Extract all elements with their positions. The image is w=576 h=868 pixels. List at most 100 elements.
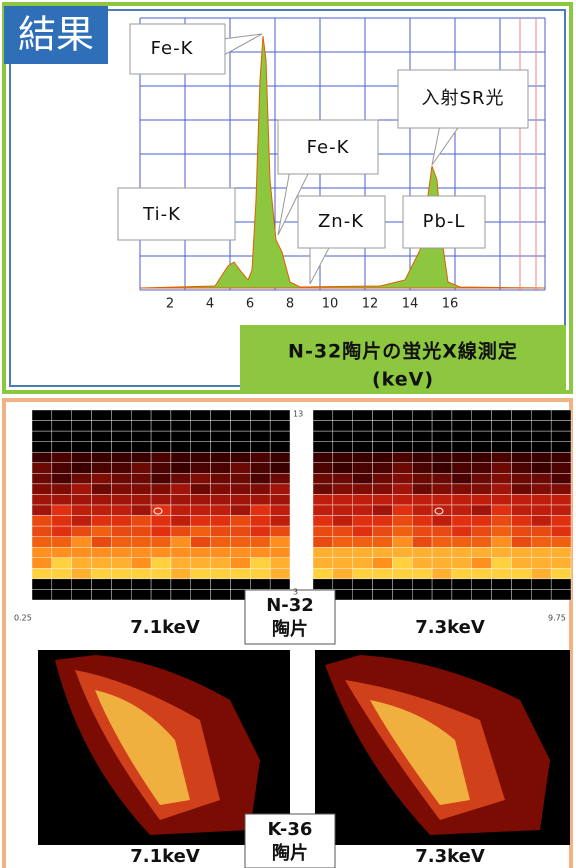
map-pixel bbox=[92, 537, 112, 548]
map-pixel bbox=[531, 463, 551, 474]
map-pixel bbox=[452, 505, 472, 516]
map-pixel bbox=[333, 579, 353, 590]
map-pixel bbox=[191, 410, 211, 421]
map-pixel bbox=[52, 589, 72, 600]
map-pixel bbox=[412, 452, 432, 463]
map-pixel bbox=[151, 568, 171, 579]
map-pixel bbox=[131, 516, 151, 527]
map-pixel bbox=[72, 547, 92, 558]
map-pixel bbox=[492, 421, 512, 432]
map-pixel bbox=[250, 526, 270, 537]
map-pixel bbox=[472, 452, 492, 463]
map-pixel bbox=[211, 463, 231, 474]
map-pixel bbox=[211, 505, 231, 516]
map-pixel bbox=[72, 505, 92, 516]
map-pixel bbox=[151, 526, 171, 537]
map-pixel bbox=[472, 558, 492, 569]
map-pixel bbox=[270, 537, 290, 548]
map-pixel bbox=[452, 589, 472, 600]
map-pixel bbox=[531, 568, 551, 579]
map-pixel bbox=[452, 410, 472, 421]
map-pixel bbox=[412, 463, 432, 474]
map-pixel bbox=[52, 410, 72, 421]
map-pixel bbox=[151, 589, 171, 600]
map-pixel bbox=[211, 442, 231, 453]
map-pixel bbox=[270, 473, 290, 484]
map-pixel bbox=[230, 410, 250, 421]
map-pixel bbox=[151, 421, 171, 432]
map-pixel bbox=[313, 526, 333, 537]
map-pixel bbox=[511, 537, 531, 548]
map-pixel bbox=[211, 547, 231, 558]
map-pixel bbox=[313, 537, 333, 548]
map-pixel bbox=[111, 410, 131, 421]
map-pixel bbox=[412, 505, 432, 516]
map-pixel bbox=[333, 410, 353, 421]
map-pixel bbox=[32, 421, 52, 432]
caption: (keV) bbox=[372, 369, 434, 391]
map-pixel bbox=[72, 526, 92, 537]
map-pixel bbox=[270, 579, 290, 590]
map-pixel bbox=[353, 421, 373, 432]
map-pixel bbox=[72, 452, 92, 463]
map-pixel bbox=[151, 547, 171, 558]
map-pixel bbox=[452, 421, 472, 432]
map-pixel bbox=[373, 547, 393, 558]
map-pixel bbox=[551, 579, 571, 590]
map-pixel bbox=[191, 463, 211, 474]
map-pixel bbox=[472, 537, 492, 548]
axis-label: 3 bbox=[293, 588, 298, 597]
map-pixel bbox=[230, 442, 250, 453]
map-pixel bbox=[250, 463, 270, 474]
map-pixel bbox=[492, 494, 512, 505]
map-pixel bbox=[313, 421, 333, 432]
map-pixel bbox=[353, 568, 373, 579]
map-pixel bbox=[171, 442, 191, 453]
map-pixel bbox=[32, 547, 52, 558]
map-pixel bbox=[432, 410, 452, 421]
map-pixel bbox=[412, 568, 432, 579]
map-pixel bbox=[412, 494, 432, 505]
map-pixel bbox=[392, 537, 412, 548]
map-pixel bbox=[511, 589, 531, 600]
map-pixel bbox=[531, 452, 551, 463]
map-pixel bbox=[511, 484, 531, 495]
map-pixel bbox=[270, 526, 290, 537]
map-pixel bbox=[52, 494, 72, 505]
map-pixel bbox=[432, 463, 452, 474]
map-pixel bbox=[131, 558, 151, 569]
map-pixel bbox=[492, 431, 512, 442]
map-pixel bbox=[472, 421, 492, 432]
map-pixel bbox=[111, 473, 131, 484]
map-pixel bbox=[72, 494, 92, 505]
map-pixel bbox=[92, 452, 112, 463]
map-pixel bbox=[131, 568, 151, 579]
map-pixel bbox=[392, 473, 412, 484]
map-pixel bbox=[32, 410, 52, 421]
x-tick-label: 12 bbox=[362, 297, 379, 312]
map-pixel bbox=[511, 421, 531, 432]
map-pixel bbox=[32, 452, 52, 463]
map-pixel bbox=[191, 452, 211, 463]
map-pixel bbox=[511, 526, 531, 537]
map-pixel bbox=[432, 547, 452, 558]
map-pixel bbox=[171, 494, 191, 505]
caption: N-32陶片の蛍光X線測定 bbox=[288, 340, 518, 363]
map-pixel bbox=[191, 484, 211, 495]
map-pixel bbox=[270, 452, 290, 463]
map-pixel bbox=[250, 452, 270, 463]
x-tick-label: 8 bbox=[286, 297, 294, 312]
map-pixel bbox=[452, 558, 472, 569]
map-pixel bbox=[230, 505, 250, 516]
map-pixel bbox=[313, 463, 333, 474]
map-pixel bbox=[353, 579, 373, 590]
map-pixel bbox=[452, 547, 472, 558]
map-pixel bbox=[333, 442, 353, 453]
map-pixel bbox=[412, 473, 432, 484]
map-pixel bbox=[92, 516, 112, 527]
map-pixel bbox=[270, 568, 290, 579]
map-pixel bbox=[392, 484, 412, 495]
x-tick-label: 4 bbox=[206, 297, 214, 312]
map-pixel bbox=[32, 516, 52, 527]
x-tick-label: 10 bbox=[322, 297, 339, 312]
